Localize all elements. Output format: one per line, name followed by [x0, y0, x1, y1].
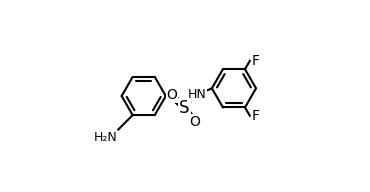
Text: HN: HN	[188, 88, 207, 101]
Text: S: S	[179, 99, 190, 118]
Text: F: F	[252, 109, 260, 123]
Text: H₂N: H₂N	[94, 131, 117, 144]
Text: F: F	[252, 54, 260, 68]
Text: O: O	[189, 115, 201, 128]
Text: O: O	[166, 88, 177, 102]
